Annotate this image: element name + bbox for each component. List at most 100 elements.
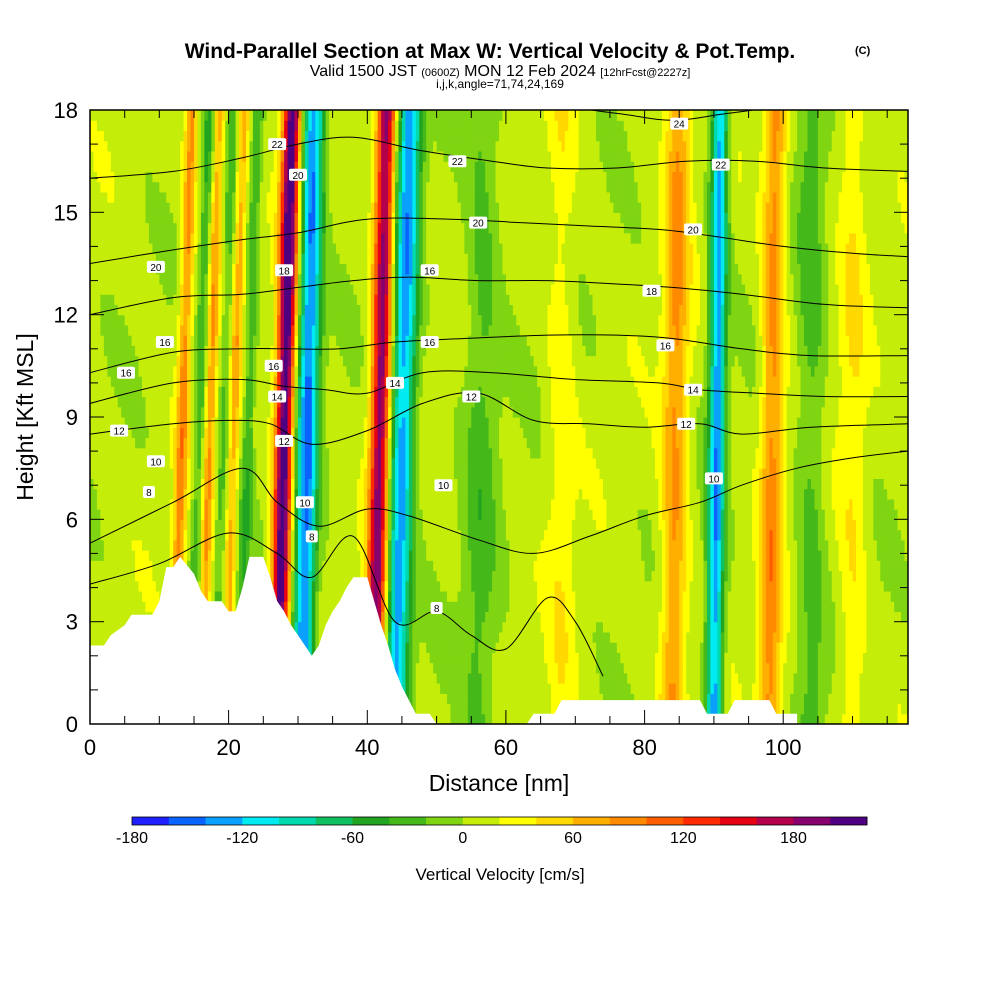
- heat-cell: [339, 324, 344, 336]
- heat-cell: [232, 386, 237, 398]
- heat-cell: [103, 283, 108, 295]
- heat-cell: [166, 488, 171, 500]
- heat-cell: [96, 191, 101, 203]
- heat-cell: [239, 570, 244, 582]
- heat-cell: [374, 150, 379, 162]
- heat-cell: [103, 314, 108, 326]
- heat-cell: [256, 335, 261, 346]
- heat-cell: [211, 140, 216, 152]
- heat-cell: [339, 468, 344, 479]
- heat-cell: [325, 345, 330, 357]
- heat-cell: [294, 181, 299, 193]
- heat-cell: [311, 253, 316, 265]
- heat-cell: [228, 580, 233, 592]
- heat-cell: [329, 498, 334, 510]
- heat-cell: [239, 120, 244, 132]
- heat-cell: [214, 202, 219, 213]
- heat-cell: [173, 324, 178, 336]
- heat-cell: [138, 590, 143, 602]
- heat-cell: [277, 550, 282, 561]
- heat-cell: [346, 345, 351, 357]
- heat-cell: [374, 253, 379, 265]
- heat-cell: [124, 161, 129, 172]
- heat-cell: [242, 120, 247, 132]
- heat-cell: [155, 161, 160, 172]
- heat-cell: [110, 550, 115, 561]
- heat-cell: [301, 314, 306, 326]
- heat-cell: [287, 212, 292, 224]
- heat-cell: [207, 222, 212, 234]
- heat-cell: [308, 161, 313, 172]
- heat-cell: [343, 335, 348, 346]
- heat-cell: [374, 232, 379, 244]
- heat-cell: [263, 498, 268, 510]
- heat-cell: [173, 468, 178, 479]
- heat-cell: [308, 130, 313, 142]
- heat-cell: [187, 314, 192, 326]
- heat-cell: [107, 130, 112, 142]
- heat-cell: [117, 437, 122, 449]
- heat-cell: [304, 263, 309, 275]
- heat-cell: [232, 417, 237, 428]
- heat-cell: [280, 580, 285, 592]
- heat-cell: [346, 161, 351, 172]
- heat-cell: [117, 314, 122, 326]
- heat-cell: [287, 283, 292, 295]
- heat-cell: [103, 365, 108, 377]
- heat-cell: [148, 304, 153, 316]
- heat-cell: [100, 570, 105, 582]
- heat-cell: [266, 304, 271, 316]
- heat-cell: [141, 457, 147, 469]
- heat-cell: [100, 468, 105, 479]
- heat-cell: [93, 294, 98, 306]
- heat-cell: [235, 355, 240, 367]
- heat-cell: [311, 345, 316, 357]
- heat-cell: [90, 386, 95, 398]
- heat-cell: [291, 314, 296, 326]
- heat-cell: [121, 110, 126, 121]
- heat-cell: [329, 150, 334, 162]
- heat-cell: [332, 232, 337, 244]
- heat-cell: [252, 406, 257, 418]
- heat-cell: [173, 335, 178, 346]
- heat-cell: [114, 519, 119, 531]
- heat-cell: [291, 386, 296, 398]
- heat-cell: [211, 345, 216, 357]
- heat-cell: [200, 498, 205, 510]
- heat-cell: [93, 457, 98, 469]
- heat-cell: [356, 171, 361, 183]
- heat-cell: [374, 478, 379, 490]
- heat-cell: [204, 273, 209, 285]
- heat-cell: [183, 232, 188, 244]
- heat-cell: [128, 519, 133, 531]
- heat-cell: [124, 181, 129, 193]
- heat-cell: [370, 335, 375, 346]
- heat-cell: [141, 447, 147, 459]
- heat-cell: [155, 150, 160, 162]
- heat-cell: [235, 263, 240, 275]
- heat-cell: [214, 161, 219, 172]
- heat-cell: [291, 212, 296, 224]
- heat-cell: [180, 202, 185, 213]
- heat-cell: [103, 550, 108, 561]
- heat-cell: [270, 150, 275, 162]
- heat-cell: [294, 447, 299, 459]
- heat-cell: [301, 447, 306, 459]
- heat-cell: [204, 294, 209, 306]
- heat-cell: [148, 498, 153, 510]
- heat-cell: [273, 529, 278, 541]
- heat-cell: [152, 550, 157, 561]
- heat-cell: [256, 283, 261, 295]
- heat-cell: [339, 355, 344, 367]
- heat-cell: [270, 529, 275, 541]
- heat-cell: [315, 191, 320, 203]
- heat-cell: [228, 406, 233, 418]
- heat-cell: [183, 519, 188, 531]
- heat-cell: [239, 529, 244, 541]
- heat-cell: [155, 509, 160, 520]
- heat-cell: [225, 406, 230, 418]
- heat-cell: [100, 396, 105, 408]
- heat-cell: [107, 427, 112, 439]
- heat-cell: [221, 283, 226, 295]
- heat-cell: [225, 181, 230, 193]
